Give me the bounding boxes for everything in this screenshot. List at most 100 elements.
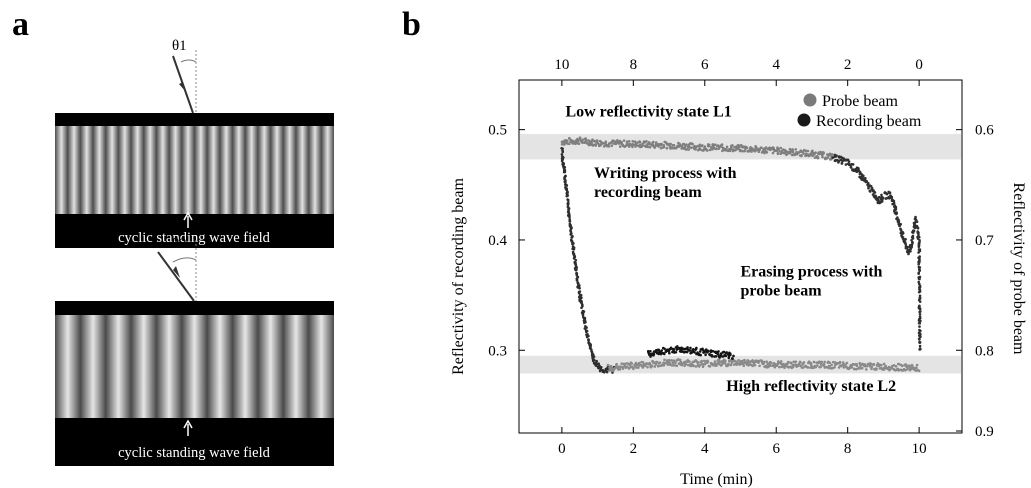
data-point bbox=[710, 148, 714, 151]
data-point bbox=[806, 366, 810, 369]
annotation-2-line-2: probe beam bbox=[741, 282, 823, 299]
data-point bbox=[572, 256, 576, 260]
data-point bbox=[621, 367, 625, 370]
data-point bbox=[729, 363, 733, 367]
data-point bbox=[670, 359, 673, 362]
data-point bbox=[698, 350, 702, 353]
data-point bbox=[572, 247, 576, 251]
data-point bbox=[612, 139, 615, 143]
data-point bbox=[905, 246, 909, 249]
data-point bbox=[918, 315, 922, 319]
data-point bbox=[566, 139, 569, 143]
data-point bbox=[746, 359, 750, 362]
data-point bbox=[672, 359, 676, 362]
data-point bbox=[917, 231, 920, 235]
x-tick-label: 8 bbox=[844, 441, 852, 457]
data-point bbox=[864, 176, 867, 180]
data-point bbox=[567, 142, 571, 146]
data-point bbox=[586, 334, 589, 338]
data-point bbox=[572, 252, 576, 256]
data-point bbox=[571, 234, 574, 238]
data-point bbox=[680, 350, 684, 353]
data-point bbox=[628, 363, 632, 367]
data-point bbox=[569, 233, 573, 236]
data-point bbox=[627, 139, 631, 143]
data-point bbox=[613, 366, 617, 370]
data-point bbox=[737, 359, 740, 362]
data-point bbox=[742, 364, 746, 367]
data-point bbox=[591, 144, 595, 147]
data-point bbox=[595, 139, 599, 142]
top-tick-label: 6 bbox=[701, 57, 709, 73]
data-point bbox=[743, 149, 746, 153]
data-point bbox=[853, 367, 856, 371]
data-point bbox=[793, 153, 797, 156]
data-point bbox=[579, 293, 583, 297]
data-point bbox=[699, 148, 702, 151]
data-point bbox=[754, 145, 758, 149]
data-point bbox=[688, 145, 691, 149]
x-tick-label: 10 bbox=[912, 441, 927, 457]
data-point bbox=[915, 366, 918, 370]
data-point bbox=[581, 141, 584, 144]
data-point bbox=[770, 361, 773, 365]
data-point bbox=[721, 149, 724, 153]
data-point bbox=[792, 360, 795, 364]
data-point bbox=[763, 151, 766, 155]
data-point bbox=[804, 149, 808, 153]
data-point bbox=[686, 363, 690, 367]
top-layer-structure: θ1 cyclic standing wave field bbox=[55, 38, 334, 248]
data-point bbox=[705, 348, 708, 351]
data-point bbox=[835, 158, 839, 162]
data-point bbox=[701, 365, 705, 369]
series-0-probe-beam bbox=[560, 136, 834, 161]
data-point bbox=[715, 364, 718, 367]
data-point bbox=[629, 143, 633, 147]
data-point bbox=[566, 198, 570, 202]
data-point bbox=[717, 350, 720, 353]
data-point bbox=[694, 365, 698, 368]
data-point bbox=[749, 145, 752, 149]
data-point bbox=[727, 362, 730, 366]
data-point bbox=[731, 357, 734, 360]
data-point bbox=[620, 362, 623, 366]
data-point bbox=[851, 163, 855, 166]
data-point bbox=[724, 354, 728, 358]
top-tick-label: 4 bbox=[772, 57, 780, 73]
y-tick-label: 0.3 bbox=[488, 343, 507, 359]
data-point bbox=[890, 366, 893, 370]
data-point bbox=[859, 171, 862, 174]
data-point bbox=[854, 367, 858, 371]
data-point bbox=[630, 362, 634, 365]
data-point bbox=[669, 347, 672, 351]
data-point bbox=[663, 352, 666, 356]
data-point bbox=[890, 196, 894, 199]
axes: 0 2 4 6 8 10 10 8 6 4 2 0 0.3 0.4 0.5 0.6 0.7 0.8 0.9 Time … bbox=[450, 57, 1027, 488]
data-point bbox=[569, 230, 573, 233]
data-point bbox=[621, 143, 625, 147]
data-point bbox=[873, 191, 877, 194]
data-point bbox=[791, 150, 795, 154]
data-point bbox=[910, 238, 913, 242]
data-point bbox=[917, 280, 921, 284]
data-point bbox=[675, 345, 679, 348]
data-point bbox=[580, 301, 583, 305]
bottom-layer-structure: θ2 cyclic standing wave field bbox=[55, 236, 334, 466]
series-1-recording-beam bbox=[831, 153, 922, 351]
data-point bbox=[881, 196, 885, 200]
data-point bbox=[844, 363, 847, 366]
data-point bbox=[917, 256, 920, 260]
data-point bbox=[904, 242, 907, 246]
y-axis-title: Reflectivity of recording beam bbox=[450, 178, 467, 375]
data-point bbox=[815, 361, 818, 364]
right-tick-label: 0.8 bbox=[975, 343, 994, 359]
data-point bbox=[564, 179, 567, 182]
data-points bbox=[560, 136, 922, 374]
data-point bbox=[780, 362, 783, 366]
data-point bbox=[684, 360, 687, 363]
top-tick-label: 2 bbox=[844, 57, 852, 73]
data-point bbox=[653, 146, 656, 149]
data-point bbox=[646, 145, 650, 149]
data-point bbox=[784, 149, 788, 153]
